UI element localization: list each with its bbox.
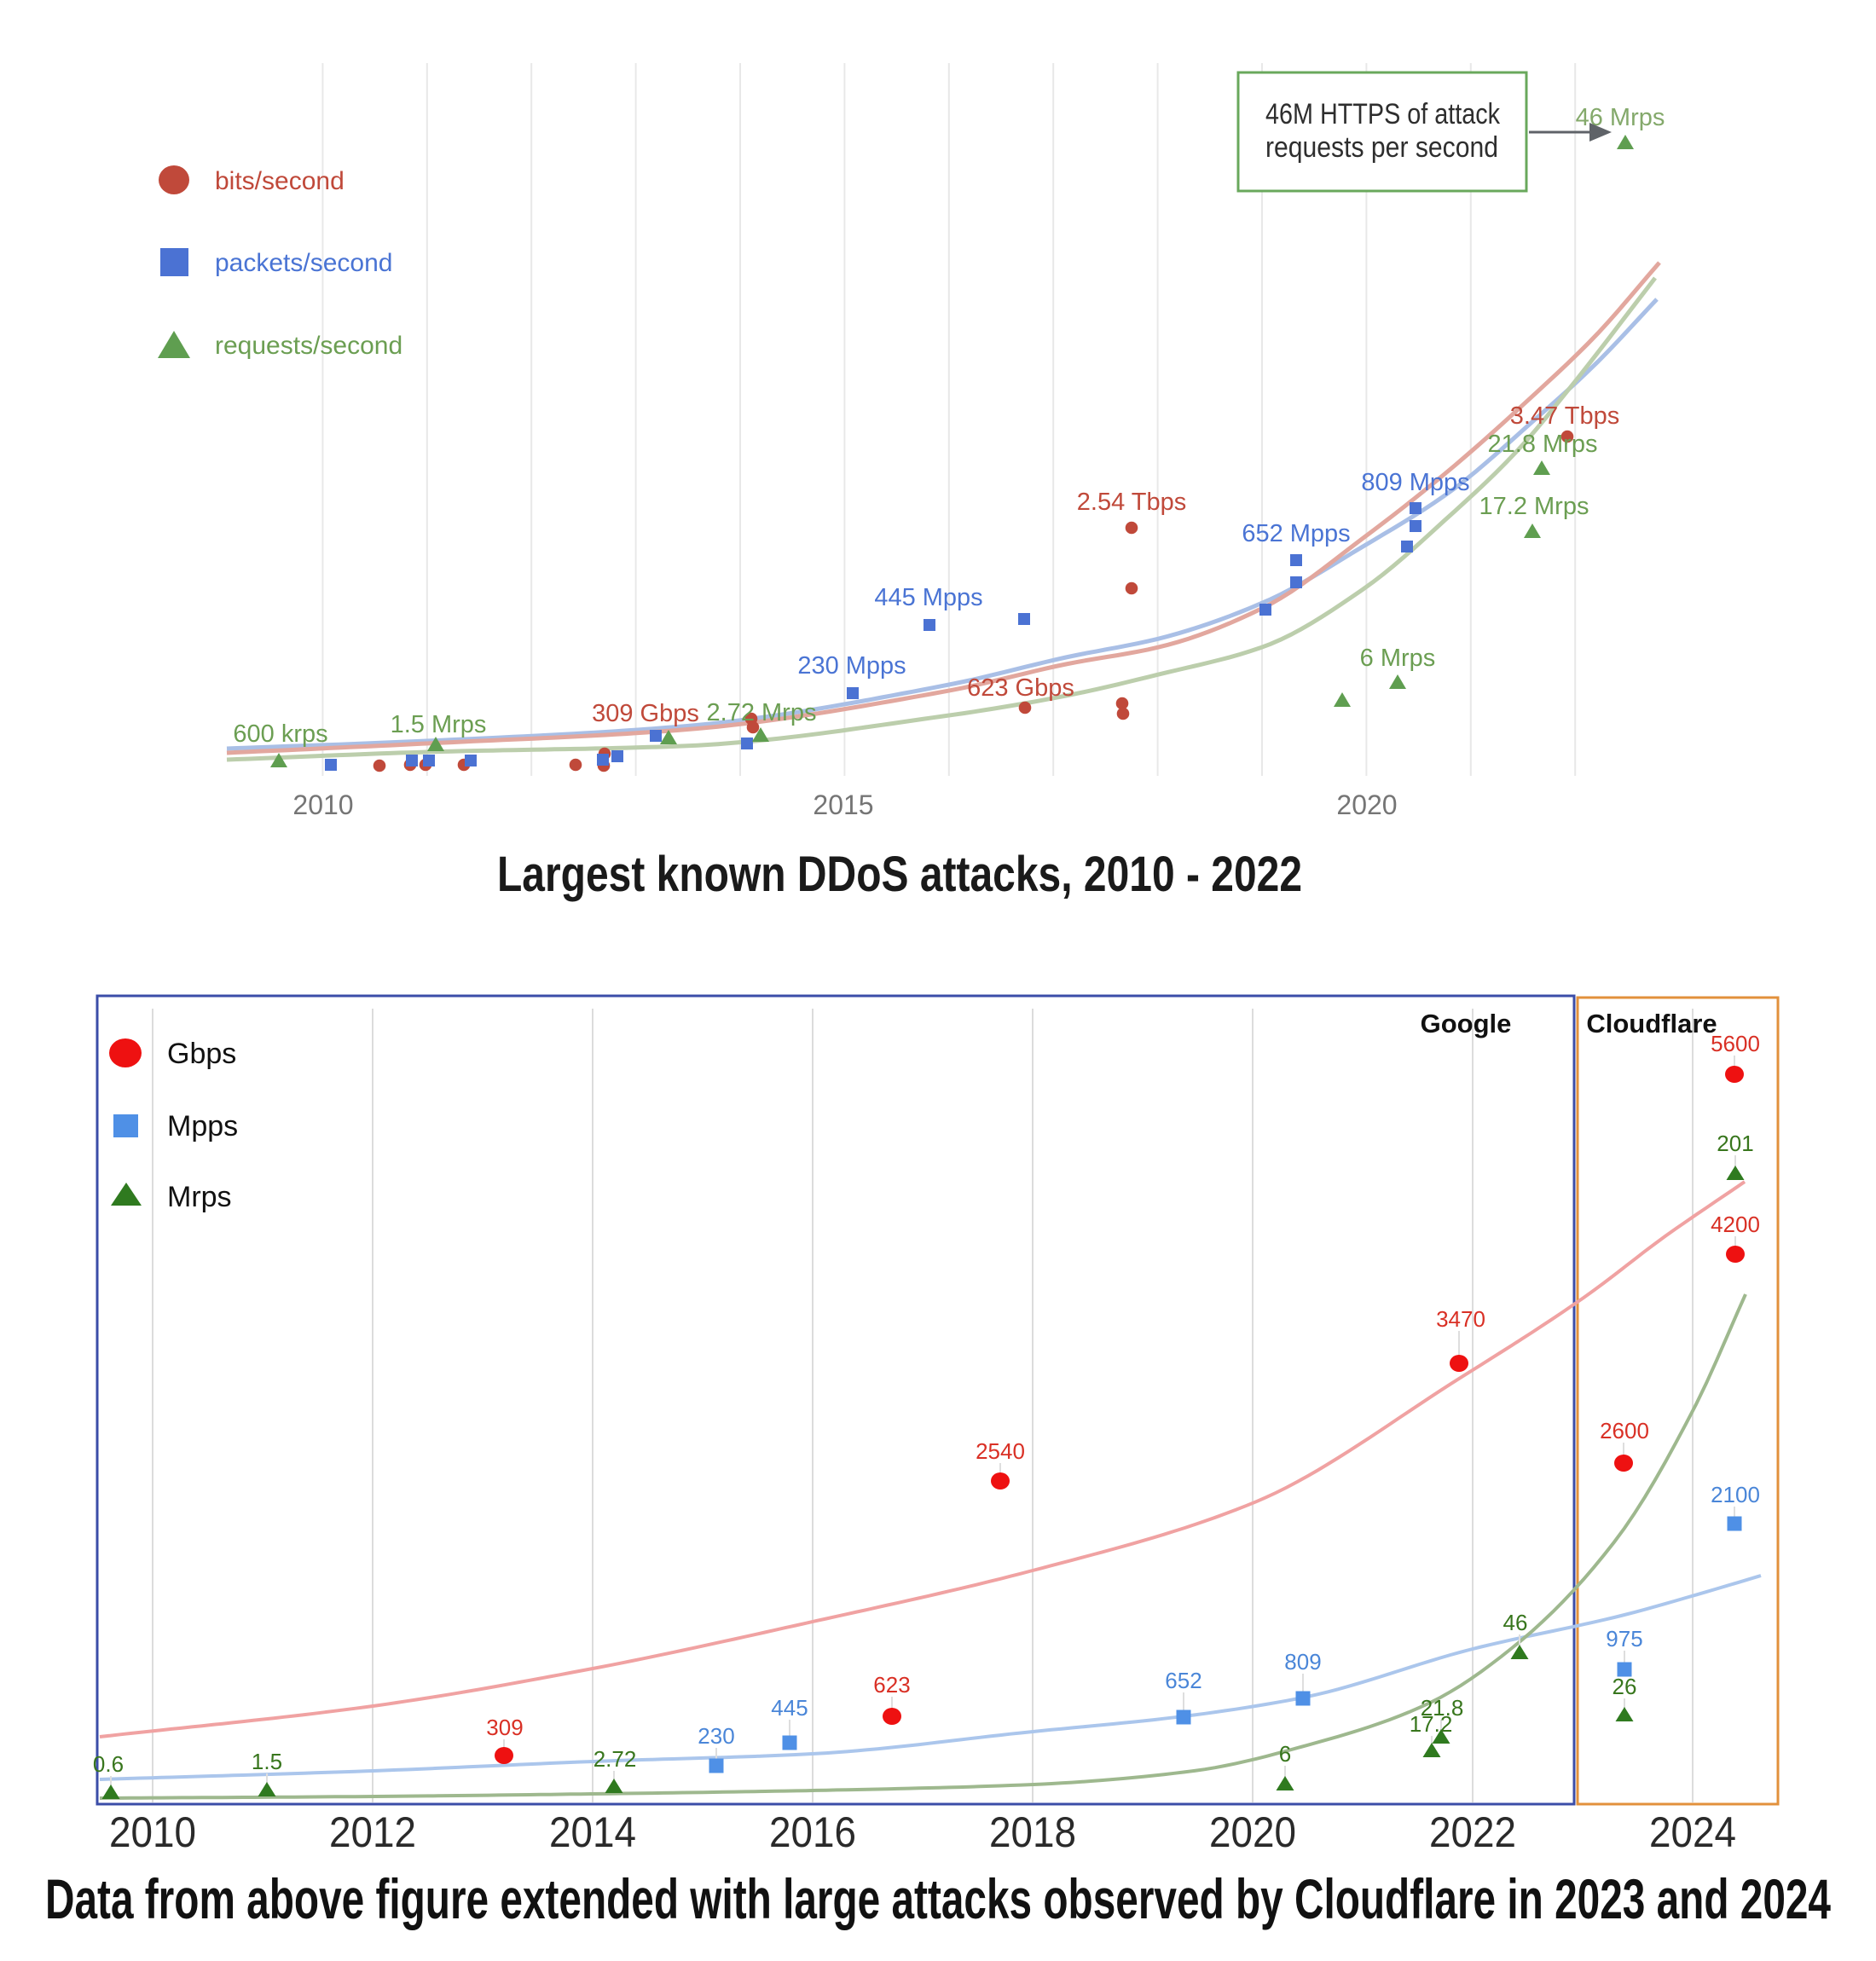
svg-text:445: 445 (771, 1695, 808, 1721)
svg-text:17.2: 17.2 (1410, 1711, 1453, 1737)
svg-text:2020: 2020 (1209, 1808, 1296, 1856)
svg-text:2016: 2016 (769, 1808, 856, 1856)
svg-text:230 Mpps: 230 Mpps (797, 652, 906, 680)
svg-text:652: 652 (1165, 1668, 1201, 1693)
svg-text:2012: 2012 (329, 1808, 416, 1856)
svg-text:6: 6 (1279, 1741, 1291, 1767)
svg-text:bits/second: bits/second (215, 167, 345, 195)
svg-text:46 Mrps: 46 Mrps (1576, 104, 1665, 131)
svg-text:809: 809 (1284, 1649, 1321, 1675)
svg-text:Largest known DDoS attacks, 20: Largest known DDoS attacks, 2010 - 2022 (497, 847, 1302, 902)
svg-text:201: 201 (1717, 1131, 1753, 1156)
svg-text:445 Mpps: 445 Mpps (874, 584, 982, 611)
svg-text:2600: 2600 (1600, 1418, 1649, 1443)
svg-text:21.8 Mrps: 21.8 Mrps (1488, 431, 1598, 458)
svg-text:Mpps: Mpps (167, 1110, 238, 1142)
svg-text:2540: 2540 (976, 1438, 1025, 1464)
svg-text:2014: 2014 (549, 1808, 636, 1856)
svg-text:17.2 Mrps: 17.2 Mrps (1479, 493, 1589, 520)
svg-text:2024: 2024 (1649, 1808, 1736, 1856)
svg-text:5600: 5600 (1711, 1031, 1760, 1056)
svg-text:652 Mpps: 652 Mpps (1242, 520, 1350, 547)
svg-text:3470: 3470 (1436, 1306, 1485, 1332)
svg-text:packets/second: packets/second (215, 249, 392, 277)
svg-text:1.5: 1.5 (252, 1749, 282, 1774)
svg-text:6 Mrps: 6 Mrps (1360, 645, 1436, 672)
svg-text:requests/second: requests/second (215, 332, 402, 360)
svg-text:309: 309 (486, 1715, 523, 1740)
svg-text:2018: 2018 (989, 1808, 1076, 1856)
svg-text:600 krps: 600 krps (233, 720, 327, 748)
svg-text:1.5 Mrps: 1.5 Mrps (391, 711, 487, 738)
svg-text:2.54 Tbps: 2.54 Tbps (1077, 489, 1186, 516)
svg-text:46M HTTPS of attack: 46M HTTPS of attack (1265, 98, 1501, 130)
svg-text:0.6: 0.6 (93, 1751, 124, 1777)
svg-text:Data from above figure extende: Data from above figure extended with lar… (45, 1867, 1831, 1930)
svg-text:requests per second: requests per second (1265, 131, 1498, 164)
svg-text:230: 230 (698, 1723, 734, 1749)
svg-text:Google: Google (1421, 1009, 1512, 1038)
svg-text:26: 26 (1613, 1674, 1637, 1699)
svg-text:Mrps: Mrps (167, 1181, 232, 1213)
svg-text:2100: 2100 (1711, 1482, 1760, 1507)
svg-text:2.72 Mrps: 2.72 Mrps (707, 699, 817, 726)
svg-text:809 Mpps: 809 Mpps (1361, 469, 1469, 496)
svg-text:2010: 2010 (109, 1808, 196, 1856)
svg-text:3.47 Tbps: 3.47 Tbps (1510, 402, 1619, 430)
svg-text:46: 46 (1503, 1610, 1528, 1635)
svg-text:2.72: 2.72 (593, 1746, 637, 1772)
svg-text:309 Gbps: 309 Gbps (592, 700, 699, 727)
svg-text:2022: 2022 (1429, 1808, 1516, 1856)
svg-text:2010: 2010 (292, 790, 353, 820)
svg-text:Gbps: Gbps (167, 1038, 236, 1070)
svg-text:975: 975 (1606, 1626, 1642, 1652)
svg-text:4200: 4200 (1711, 1212, 1760, 1237)
svg-text:21.8: 21.8 (1421, 1695, 1464, 1721)
svg-text:Cloudflare: Cloudflare (1586, 1009, 1717, 1038)
svg-text:2015: 2015 (813, 790, 873, 820)
svg-text:623: 623 (873, 1672, 910, 1698)
svg-text:623 Gbps: 623 Gbps (967, 674, 1074, 702)
svg-text:2020: 2020 (1336, 790, 1397, 820)
